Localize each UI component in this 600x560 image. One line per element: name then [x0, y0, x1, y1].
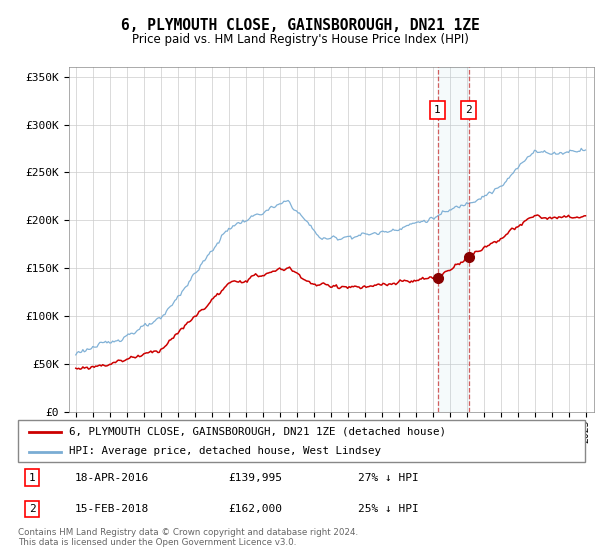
Text: HPI: Average price, detached house, West Lindsey: HPI: Average price, detached house, West…: [69, 446, 381, 456]
Text: 1: 1: [29, 473, 35, 483]
Text: Contains HM Land Registry data © Crown copyright and database right 2024.
This d: Contains HM Land Registry data © Crown c…: [18, 528, 358, 547]
Text: 2: 2: [465, 105, 472, 115]
Text: 6, PLYMOUTH CLOSE, GAINSBOROUGH, DN21 1ZE: 6, PLYMOUTH CLOSE, GAINSBOROUGH, DN21 1Z…: [121, 18, 479, 33]
Text: 2: 2: [29, 504, 35, 514]
Bar: [437, 67, 469, 412]
Text: £162,000: £162,000: [228, 504, 282, 514]
Text: Price paid vs. HM Land Registry's House Price Index (HPI): Price paid vs. HM Land Registry's House …: [131, 32, 469, 46]
Text: 27% ↓ HPI: 27% ↓ HPI: [358, 473, 419, 483]
Text: 1: 1: [434, 105, 441, 115]
Text: 18-APR-2016: 18-APR-2016: [75, 473, 149, 483]
Text: £139,995: £139,995: [228, 473, 282, 483]
Text: 25% ↓ HPI: 25% ↓ HPI: [358, 504, 419, 514]
FancyBboxPatch shape: [18, 420, 585, 462]
Text: 15-FEB-2018: 15-FEB-2018: [75, 504, 149, 514]
Text: 6, PLYMOUTH CLOSE, GAINSBOROUGH, DN21 1ZE (detached house): 6, PLYMOUTH CLOSE, GAINSBOROUGH, DN21 1Z…: [69, 427, 446, 437]
